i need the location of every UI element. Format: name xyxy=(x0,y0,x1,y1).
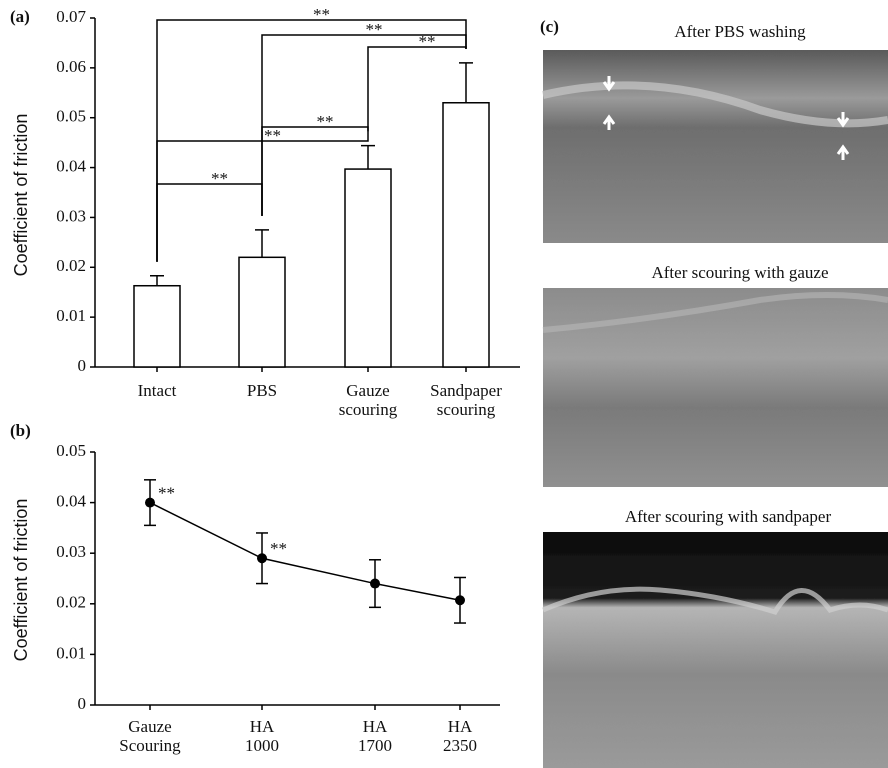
x-tick-label: Intact xyxy=(138,381,177,400)
x-tick-label: Sandpaper scouring xyxy=(430,381,502,419)
data-point xyxy=(145,497,155,508)
significance-label: ** xyxy=(211,169,228,188)
series-line xyxy=(149,501,461,601)
image-caption: After PBS washing xyxy=(674,22,806,41)
significance-bracket xyxy=(156,183,263,262)
x-tick-label: HA 1700 xyxy=(358,717,392,755)
y-tick-label: 0.07 xyxy=(56,7,86,26)
significance-label: ** xyxy=(158,484,175,503)
y-tick-label: 0.01 xyxy=(56,306,86,325)
y-tick-label: 0.04 xyxy=(56,156,86,175)
panel-label: (c) xyxy=(540,17,559,36)
significance-label: ** xyxy=(317,112,334,131)
panel-label: (a) xyxy=(10,7,30,26)
x-tick-label: PBS xyxy=(247,381,277,400)
y-axis-label: Coefficient of friction xyxy=(11,114,31,277)
significance-bracket xyxy=(367,46,467,132)
y-tick-label: 0.02 xyxy=(56,256,86,275)
data-point xyxy=(257,553,267,564)
significance-label: ** xyxy=(270,539,287,558)
data-point xyxy=(455,595,465,606)
y-tick-label: 0.04 xyxy=(56,492,86,511)
bar xyxy=(442,102,490,368)
image-caption: After scouring with sandpaper xyxy=(625,507,832,526)
y-tick-label: 0.05 xyxy=(56,441,86,460)
y-tick-label: 0.05 xyxy=(56,107,86,126)
y-tick-label: 0.03 xyxy=(56,542,86,561)
y-tick-label: 0 xyxy=(78,694,87,713)
y-tick-label: 0.01 xyxy=(56,643,86,662)
x-tick-label: Gauze scouring xyxy=(339,381,398,419)
x-tick-label: Gauze Scouring xyxy=(119,717,181,755)
bar xyxy=(238,256,286,368)
y-tick-label: 0 xyxy=(78,356,87,375)
y-tick-label: 0.02 xyxy=(56,593,86,612)
data-point xyxy=(370,578,380,589)
y-tick-label: 0.06 xyxy=(56,57,86,76)
bar xyxy=(133,284,181,368)
y-axis-label: Coefficient of friction xyxy=(11,499,31,662)
significance-bracket xyxy=(261,34,467,216)
micrograph-gauze xyxy=(542,288,888,487)
micrograph-pbs xyxy=(542,50,888,243)
significance-label: ** xyxy=(419,32,436,51)
panel-label: (b) xyxy=(10,421,31,440)
micrograph-sandpaper xyxy=(541,532,888,768)
significance-label: ** xyxy=(264,126,281,145)
significance-label: ** xyxy=(313,5,330,24)
significance-label: ** xyxy=(366,20,383,39)
image-caption: After scouring with gauze xyxy=(651,263,828,282)
y-tick-label: 0.03 xyxy=(56,206,86,225)
bar xyxy=(344,168,392,368)
x-tick-label: HA 2350 xyxy=(443,717,477,755)
x-tick-label: HA 1000 xyxy=(245,717,279,755)
